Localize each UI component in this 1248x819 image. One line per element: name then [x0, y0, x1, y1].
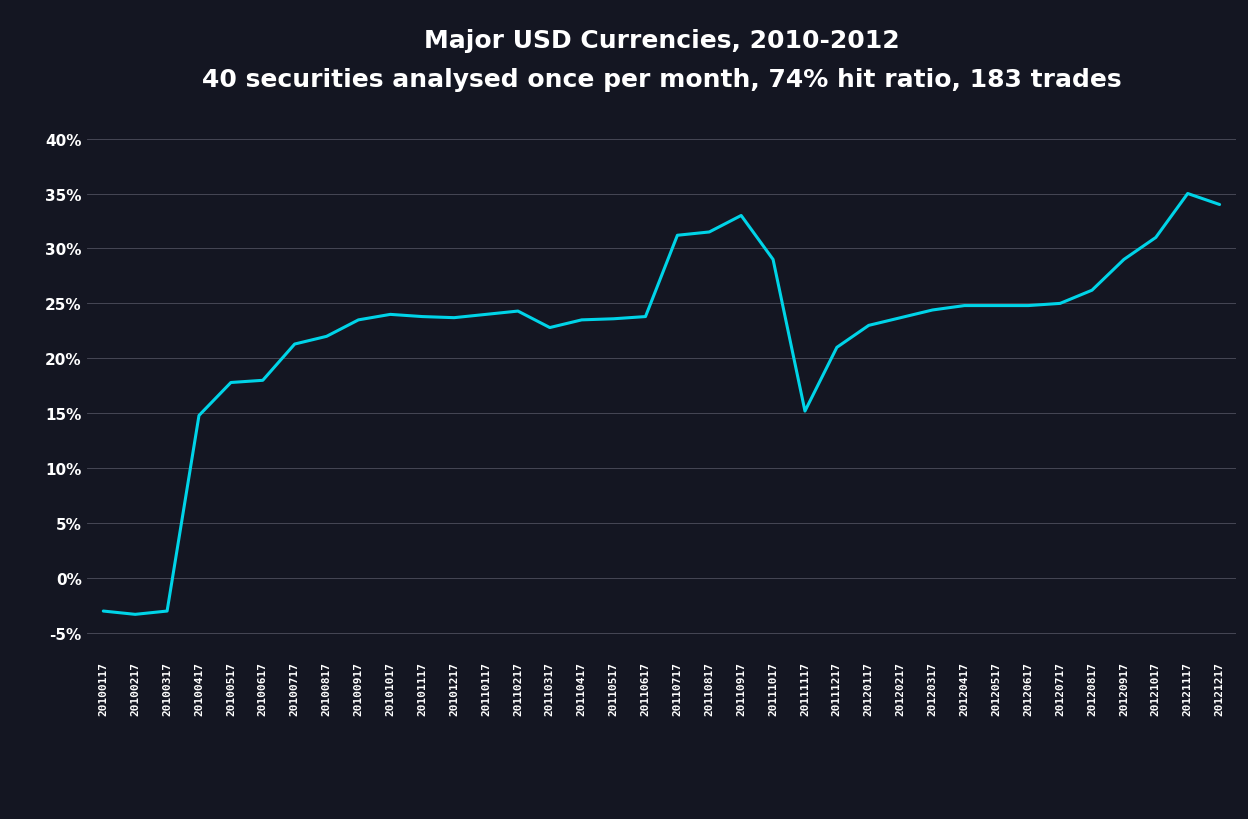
- Title: Major USD Currencies, 2010-2012
40 securities analysed once per month, 74% hit r: Major USD Currencies, 2010-2012 40 secur…: [202, 29, 1121, 92]
